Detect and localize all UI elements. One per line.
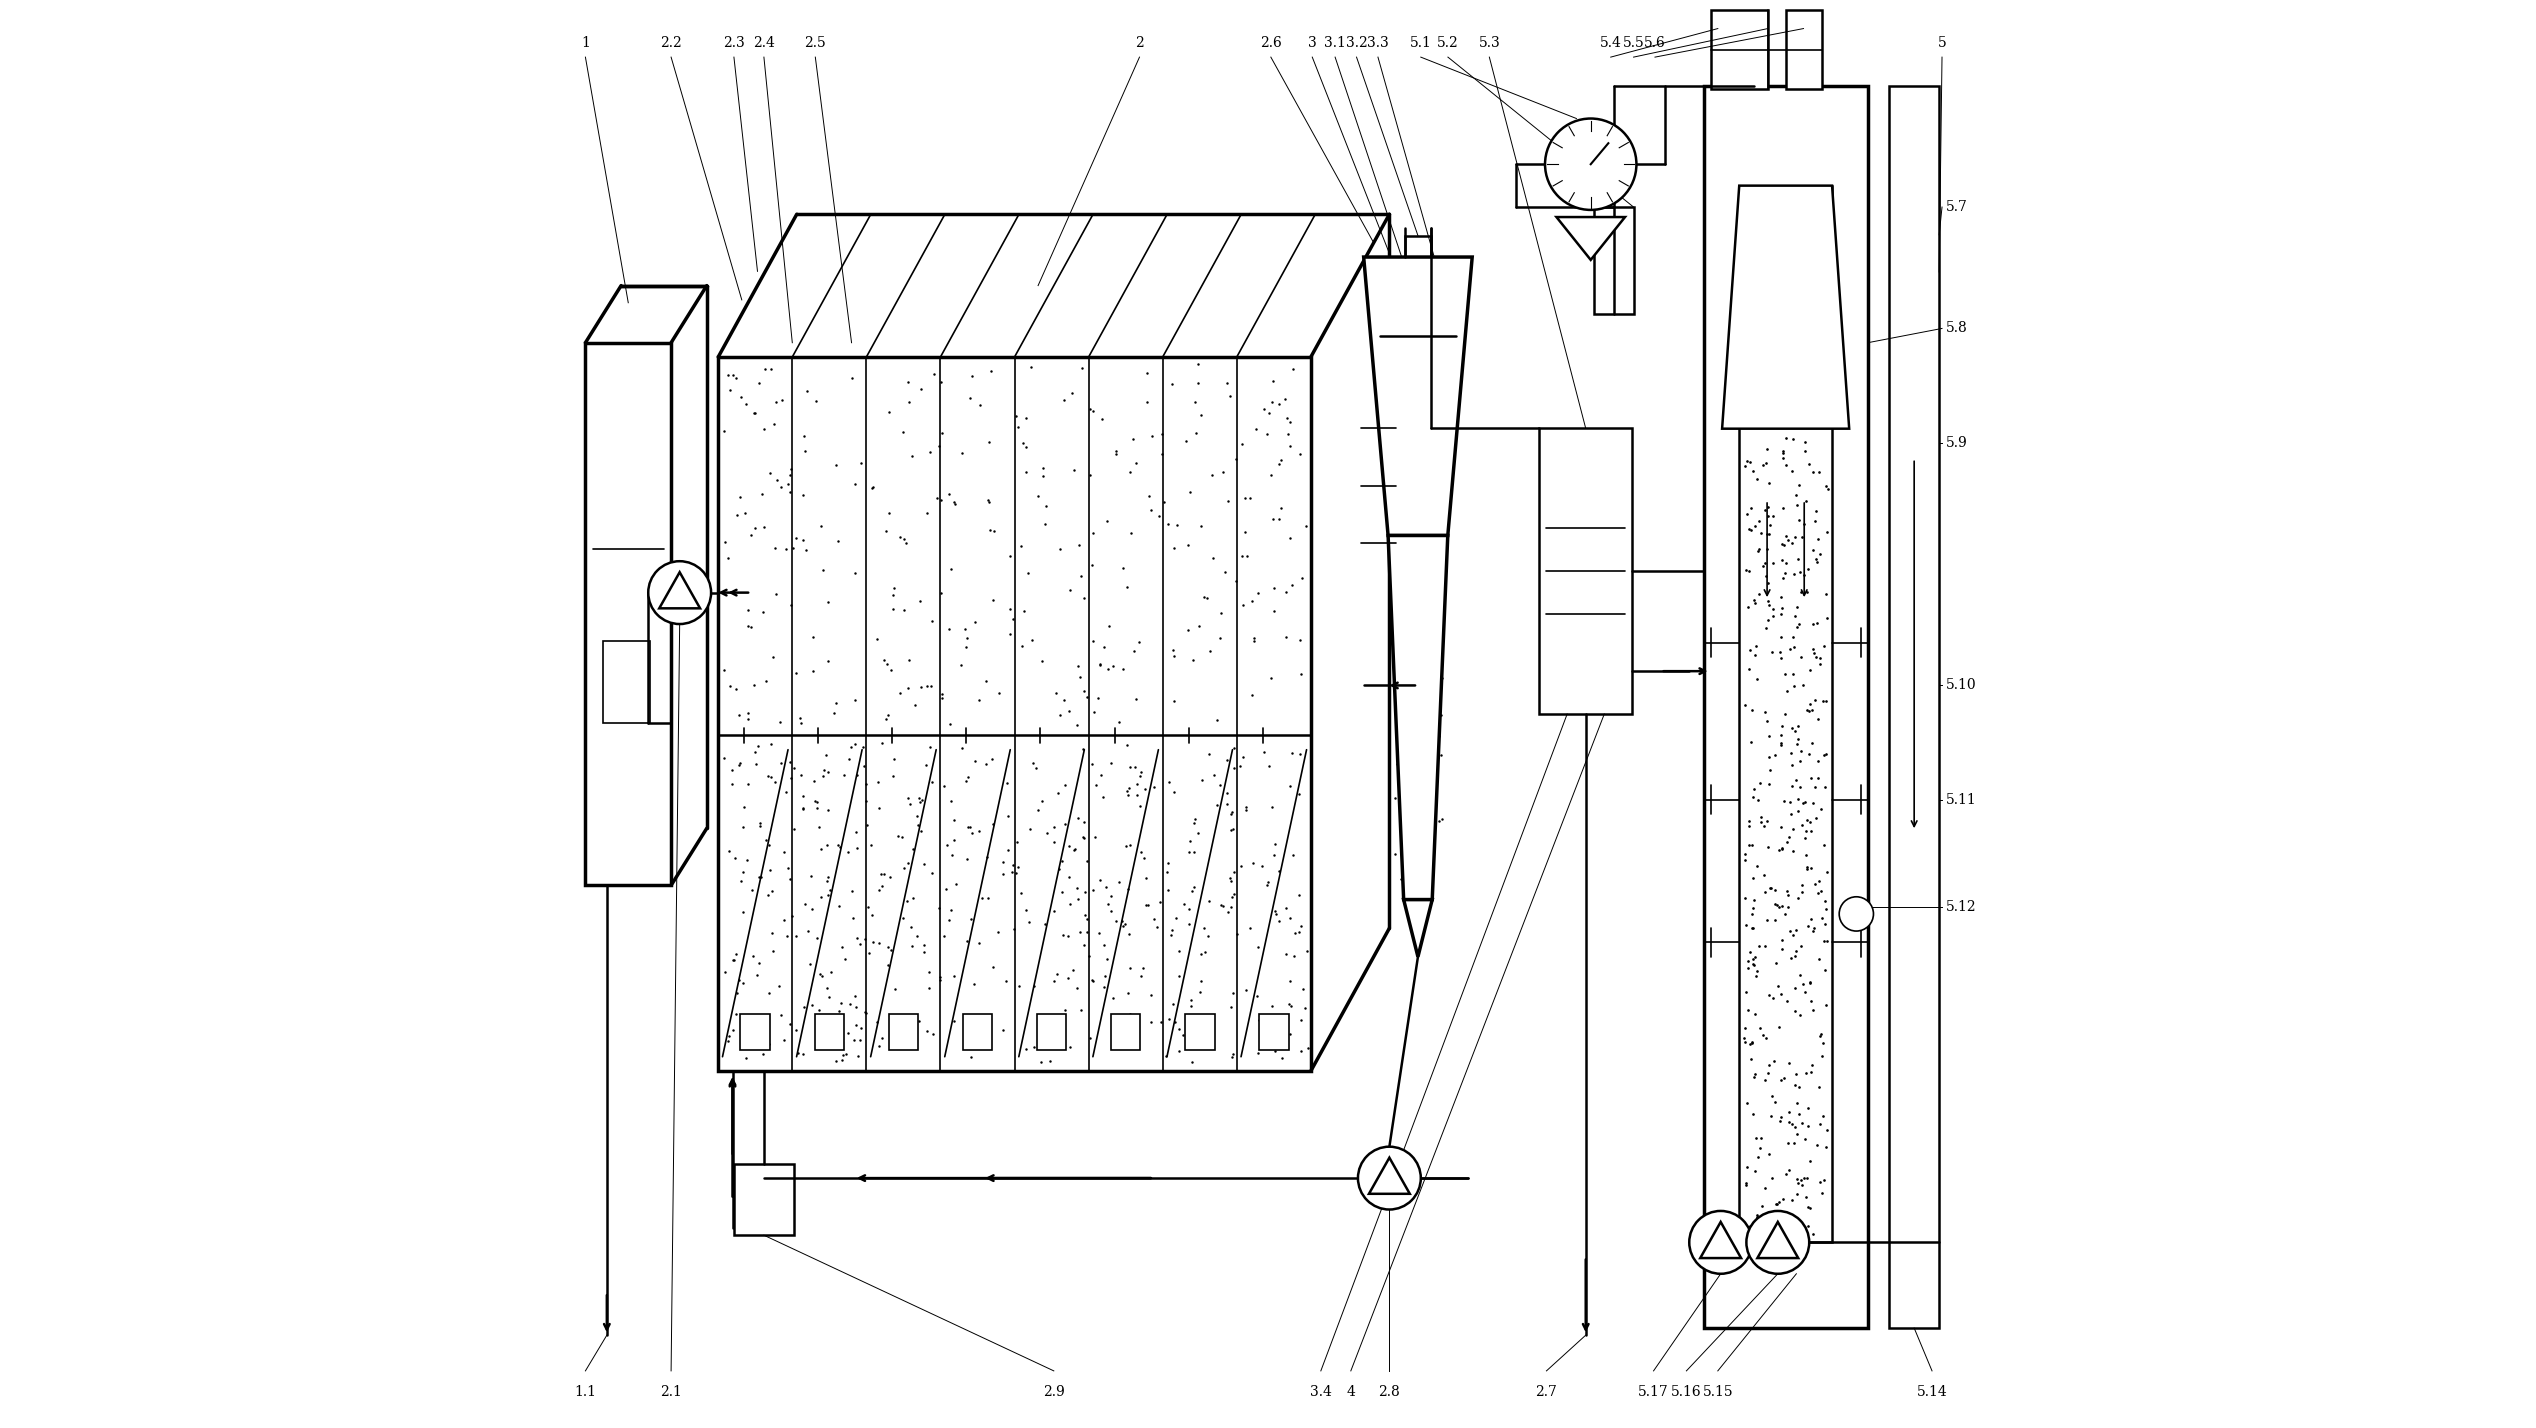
Text: 3: 3 <box>1309 36 1316 50</box>
Bar <box>1785 10 1821 89</box>
Polygon shape <box>1757 1222 1798 1258</box>
Text: 2.1: 2.1 <box>659 1385 682 1399</box>
Text: 5.3: 5.3 <box>1478 36 1501 50</box>
Circle shape <box>1357 1147 1420 1210</box>
Text: 2.8: 2.8 <box>1380 1385 1400 1399</box>
Bar <box>1037 1014 1065 1050</box>
Text: 1.1: 1.1 <box>576 1385 596 1399</box>
Polygon shape <box>1387 536 1448 900</box>
Text: 5.7: 5.7 <box>1945 200 1968 214</box>
Text: 2.7: 2.7 <box>1534 1385 1557 1399</box>
Bar <box>1184 1014 1215 1050</box>
Bar <box>718 357 1311 1071</box>
Bar <box>741 1014 771 1050</box>
Polygon shape <box>1402 900 1433 957</box>
Bar <box>1593 207 1633 314</box>
Text: 2.2: 2.2 <box>659 36 682 50</box>
Text: 5.10: 5.10 <box>1945 678 1978 693</box>
Text: 3.1: 3.1 <box>1324 36 1347 50</box>
Text: 2.3: 2.3 <box>723 36 746 50</box>
Text: 5.12: 5.12 <box>1945 900 1978 914</box>
Text: 5.15: 5.15 <box>1702 1385 1732 1399</box>
Text: 5.2: 5.2 <box>1438 36 1458 50</box>
Bar <box>1539 428 1633 714</box>
Bar <box>964 1014 992 1050</box>
Text: 2.4: 2.4 <box>753 36 776 50</box>
Bar <box>1740 186 1831 1242</box>
Bar <box>1712 10 1768 89</box>
Polygon shape <box>1369 1158 1410 1194</box>
Polygon shape <box>1557 217 1626 260</box>
Text: 3.4: 3.4 <box>1311 1385 1331 1399</box>
Circle shape <box>1839 897 1874 931</box>
Circle shape <box>1544 119 1636 210</box>
Text: 5.11: 5.11 <box>1945 793 1978 807</box>
Bar <box>888 1014 918 1050</box>
Text: 3.2: 3.2 <box>1347 36 1367 50</box>
Polygon shape <box>1364 257 1473 536</box>
Text: 5.4: 5.4 <box>1600 36 1621 50</box>
Bar <box>1258 1014 1288 1050</box>
Text: 5.9: 5.9 <box>1945 436 1968 450</box>
Polygon shape <box>659 573 700 608</box>
Circle shape <box>1747 1211 1808 1274</box>
Text: 3.3: 3.3 <box>1367 36 1390 50</box>
Text: 5.17: 5.17 <box>1638 1385 1669 1399</box>
Text: 4: 4 <box>1347 1385 1354 1399</box>
Circle shape <box>1689 1211 1752 1274</box>
Text: 2: 2 <box>1136 36 1144 50</box>
Text: 1: 1 <box>581 36 591 50</box>
Circle shape <box>649 561 710 624</box>
Text: 5.6: 5.6 <box>1643 36 1666 50</box>
Text: 2.6: 2.6 <box>1260 36 1281 50</box>
Bar <box>604 641 649 723</box>
Bar <box>733 1164 794 1235</box>
Text: 5.14: 5.14 <box>1917 1385 1948 1399</box>
Bar <box>1889 86 1940 1328</box>
Polygon shape <box>1699 1222 1742 1258</box>
Bar <box>814 1014 844 1050</box>
Text: 5.8: 5.8 <box>1945 321 1968 336</box>
Bar <box>1405 236 1430 336</box>
Polygon shape <box>1722 186 1849 428</box>
Text: 5.5: 5.5 <box>1623 36 1643 50</box>
Bar <box>1111 1014 1141 1050</box>
Text: 2.9: 2.9 <box>1042 1385 1065 1399</box>
Text: 5.16: 5.16 <box>1671 1385 1702 1399</box>
Bar <box>586 343 672 885</box>
Text: 2.5: 2.5 <box>804 36 827 50</box>
Text: 5.1: 5.1 <box>1410 36 1433 50</box>
Text: 5: 5 <box>1938 36 1948 50</box>
Bar <box>1704 86 1866 1328</box>
